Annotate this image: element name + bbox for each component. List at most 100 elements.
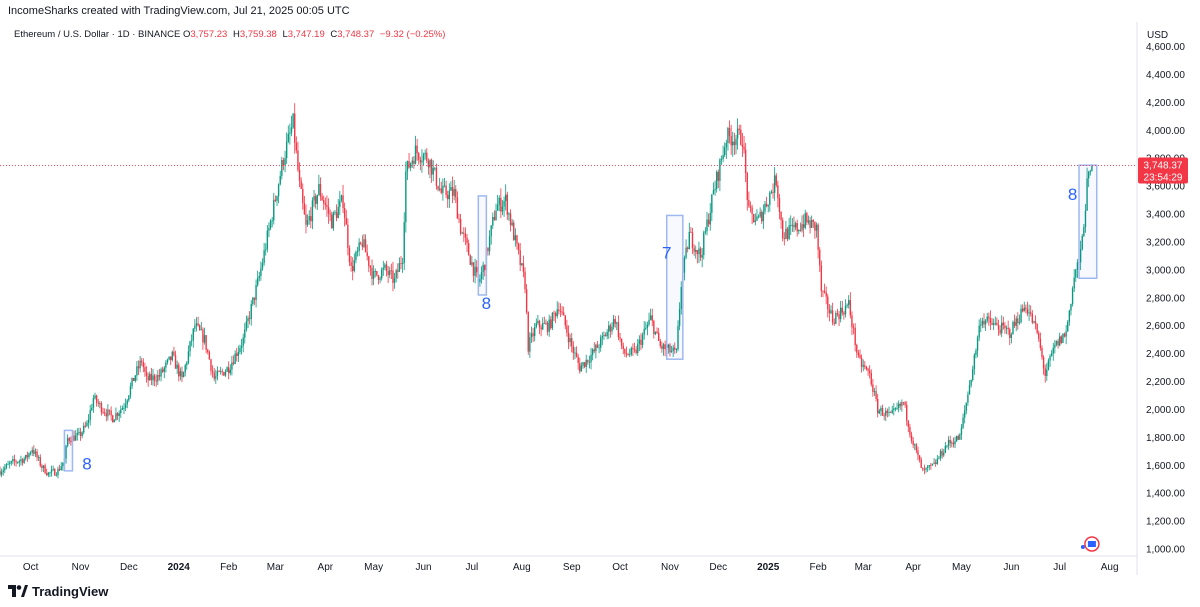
candle-body [590,354,592,363]
candle-body [248,318,251,319]
candle-body [849,300,852,316]
candle-body [529,337,531,352]
candle-body [922,467,924,470]
candle-body [783,238,786,239]
currency-label[interactable]: USD [1147,30,1169,41]
candle-body [814,221,816,231]
candle-body [461,232,463,234]
candle-body [340,195,343,201]
candle-body [314,196,317,204]
candle-body [947,439,950,446]
candle-body [667,344,670,348]
candle-body [868,370,871,373]
candle-body [748,199,750,207]
candle-body [704,231,707,233]
candle-body [68,438,70,441]
candle-body [430,159,433,175]
candle-body [1068,310,1071,322]
candle-body [342,195,344,208]
candle-body [553,312,555,314]
symbol-name[interactable]: Ethereum / U.S. Dollar · 1D · BINANCE [14,29,181,40]
candle-body [732,141,734,146]
candle-body [120,409,122,414]
candle-body [907,420,910,428]
candle-body [915,444,918,451]
candle-body [825,292,827,297]
candle-body [176,364,178,369]
candle-body [471,262,473,265]
high-value: 3,759.38 [239,29,277,40]
candle-body [274,199,277,201]
candle-body [537,320,539,324]
candle-body [873,391,876,393]
candle-body [232,362,235,364]
candle-body [838,314,840,320]
candle-body [205,335,207,350]
candle-body [714,188,716,191]
time-tick-label: Nov [661,562,679,573]
candle-body [316,194,318,204]
price-tick-label: 3,400.00 [1146,210,1185,221]
candle-body [419,159,422,163]
tradingview-brand[interactable]: TradingView [32,583,109,599]
candle-body [150,373,153,381]
price-tick-label: 4,600.00 [1146,42,1185,53]
candle-body [1076,262,1079,270]
candle-body [192,328,194,341]
candle-body [600,337,602,348]
count-annotation: 8 [82,454,91,473]
candle-body [387,271,389,275]
candle-body [695,249,697,252]
candle-body [500,197,502,212]
candle-body [237,351,240,356]
candle-body [160,369,162,377]
last-price-badge [1138,157,1188,184]
candle-body [1033,321,1035,323]
candle-body [625,353,628,355]
candle-body [812,220,814,222]
candle-body [925,467,927,470]
candle-body [1044,368,1046,376]
candle-body [284,158,286,166]
tradingview-logo-icon[interactable] [8,585,28,597]
candle-body [762,211,765,222]
candle-body [184,365,186,373]
candle-body [664,344,666,350]
candle-body [323,200,325,204]
candle-body [1049,356,1051,361]
last-price-value: 3,748.37 [1144,160,1183,171]
candle-body [440,188,442,193]
candle-body [134,375,136,381]
candle-body [712,190,715,195]
candle-body [767,204,769,207]
candle-body [203,335,206,343]
candle-body [97,402,99,404]
candle-body [609,325,612,332]
candle-body [443,185,446,187]
candle-body [569,338,571,343]
candle-body [269,220,272,229]
candle-body [769,192,771,205]
candle-body [305,214,307,225]
candle-body [944,445,947,453]
candle-body [266,230,269,250]
candle-body [827,296,829,310]
candle-body [506,194,509,215]
chart-attribution: IncomeSharks created with TradingView.co… [8,5,350,17]
candle-body [931,463,934,466]
candle-body [943,452,945,456]
candle-body [366,252,368,257]
candle-body [42,465,45,468]
candle-body [261,262,264,269]
candle-body [1002,322,1005,326]
symbol-legend: Ethereum / U.S. Dollar · 1D · BINANCE O3… [14,29,448,40]
candle-body [213,372,215,379]
candle-body [545,322,547,324]
candle-body [608,325,610,332]
candle-body [313,196,315,201]
candle-body [870,372,872,385]
candle-body [15,461,17,463]
candle-body [801,224,803,231]
candle-body [376,270,378,276]
